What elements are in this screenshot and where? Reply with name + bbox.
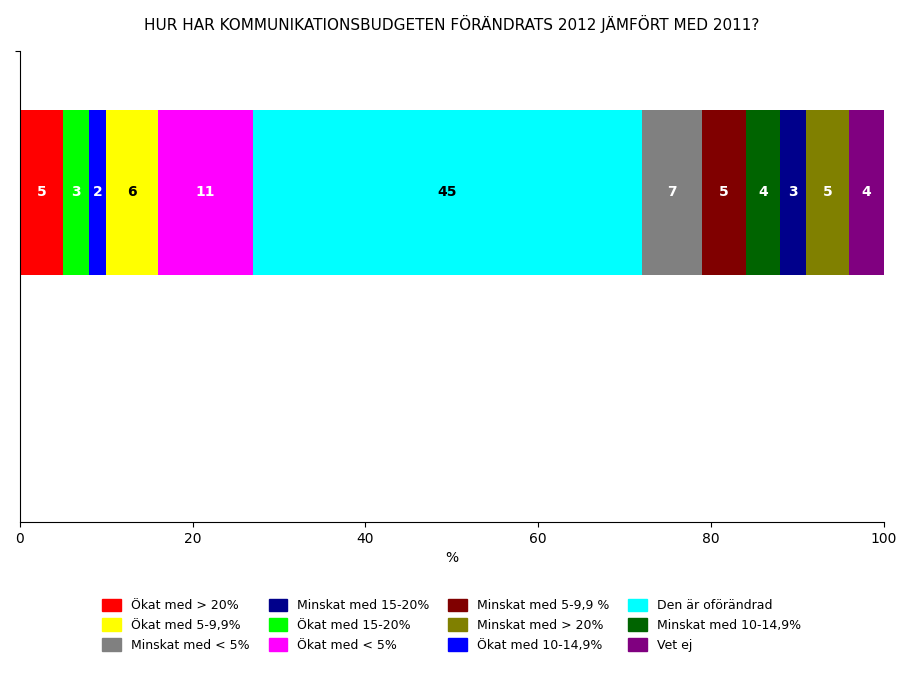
Bar	[253, 110, 641, 275]
Text: 4: 4	[861, 185, 870, 199]
Bar	[89, 110, 107, 275]
Text: 11: 11	[196, 185, 215, 199]
Bar	[745, 110, 779, 275]
Text: 4: 4	[757, 185, 767, 199]
Legend: Ökat med > 20%, Ökat med 5-9,9%, Minskat med < 5%, Minskat med 15-20%, Ökat med : Ökat med > 20%, Ökat med 5-9,9%, Minskat…	[97, 593, 805, 657]
Bar	[20, 110, 63, 275]
Bar	[779, 110, 805, 275]
Bar	[848, 110, 883, 275]
Text: 5: 5	[36, 185, 46, 199]
Text: 7: 7	[667, 185, 676, 199]
Bar	[158, 110, 253, 275]
Text: 3: 3	[787, 185, 797, 199]
Bar	[107, 110, 158, 275]
Text: 45: 45	[437, 185, 456, 199]
Text: 2: 2	[93, 185, 102, 199]
X-axis label: %: %	[445, 551, 458, 565]
Bar	[63, 110, 89, 275]
Text: 5: 5	[822, 185, 832, 199]
Bar	[701, 110, 745, 275]
Text: 3: 3	[71, 185, 81, 199]
Text: 5: 5	[718, 185, 728, 199]
Bar	[641, 110, 701, 275]
Text: 6: 6	[128, 185, 137, 199]
Bar	[805, 110, 848, 275]
Title: HUR HAR KOMMUNIKATIONSBUDGETEN FÖRÄNDRATS 2012 JÄMFÖRT MED 2011?: HUR HAR KOMMUNIKATIONSBUDGETEN FÖRÄNDRAT…	[144, 15, 759, 33]
